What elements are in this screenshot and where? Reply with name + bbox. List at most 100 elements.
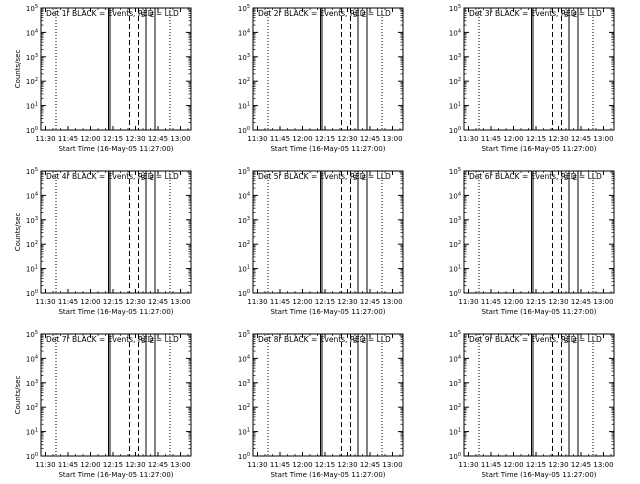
x-tick-label: 13:00 — [593, 461, 613, 469]
y-tick-label: 100 — [26, 289, 38, 298]
x-tick-label: 12:00 — [80, 298, 100, 306]
x-tick-label: 13:00 — [170, 298, 190, 306]
panel-title: Det 7r BLACK = Events, RED = LLD — [46, 335, 179, 344]
x-axis-label: Start Time (16-May-05 11:27:00) — [58, 471, 173, 479]
y-tick-label: 104 — [238, 354, 250, 363]
marker-label: E — [573, 337, 577, 345]
x-tick-label: 12:30 — [337, 298, 357, 306]
y-tick-label: 101 — [26, 102, 38, 111]
x-tick-label: 13:00 — [170, 461, 190, 469]
x-tick-label: 11:30 — [35, 461, 55, 469]
x-tick-label: 11:30 — [35, 135, 55, 143]
x-tick-label: 11:30 — [35, 298, 55, 306]
x-tick-label: 11:30 — [247, 461, 267, 469]
plot-frame — [40, 7, 192, 131]
x-tick-label: 11:30 — [458, 298, 478, 306]
x-tick-label: 13:00 — [382, 135, 402, 143]
marker-label: E — [362, 337, 366, 345]
x-tick-label: 13:00 — [170, 135, 190, 143]
x-tick-label: 12:45 — [571, 135, 591, 143]
x-tick-label: 12:45 — [360, 461, 380, 469]
panel-title: Det 1r BLACK = Events, RED = LLD — [46, 9, 179, 18]
y-tick-label: 104 — [238, 28, 250, 37]
y-tick-label: 105 — [26, 167, 38, 176]
x-tick-label: 12:45 — [148, 461, 168, 469]
plot-frame — [40, 170, 192, 294]
y-tick-label: 103 — [449, 53, 461, 62]
y-tick-label: 102 — [238, 403, 250, 412]
y-tick-label: 101 — [238, 102, 250, 111]
x-tick-label: 11:45 — [58, 135, 78, 143]
marker-label: S — [353, 337, 358, 345]
x-tick-label: 12:15 — [315, 135, 335, 143]
x-tick-label: 12:15 — [103, 461, 123, 469]
x-tick-label: 11:45 — [481, 461, 501, 469]
y-tick-label: 101 — [449, 265, 461, 274]
x-tick-label: 12:45 — [571, 461, 591, 469]
x-tick-label: 12:45 — [571, 298, 591, 306]
y-tick-label: 103 — [238, 379, 250, 388]
marker-label: E — [573, 11, 577, 19]
x-tick-label: 12:30 — [548, 461, 568, 469]
x-axis-label: Start Time (16-May-05 11:27:00) — [270, 145, 385, 153]
panel-title: Det 4r BLACK = Events, RED = LLD — [46, 172, 179, 181]
y-tick-label: 105 — [449, 4, 461, 13]
x-axis-label: Start Time (16-May-05 11:27:00) — [481, 471, 596, 479]
y-tick-label: 100 — [449, 452, 461, 461]
panel-title: Det 8r BLACK = Events, RED = LLD — [258, 335, 391, 344]
y-tick-label: 102 — [238, 240, 250, 249]
y-tick-label: 105 — [26, 330, 38, 339]
y-tick-label: 104 — [238, 191, 250, 200]
x-tick-label: 12:15 — [526, 298, 546, 306]
x-tick-label: 12:00 — [292, 461, 312, 469]
x-tick-label: 11:30 — [247, 135, 267, 143]
marker-label: E — [150, 174, 154, 182]
y-tick-label: 104 — [449, 191, 461, 200]
x-tick-label: 11:45 — [481, 298, 501, 306]
x-tick-label: 11:30 — [458, 135, 478, 143]
plot-frame — [463, 7, 615, 131]
y-tick-label: 104 — [26, 28, 38, 37]
y-tick-label: 100 — [238, 452, 250, 461]
panel-title: Det 9r BLACK = Events, RED = LLD — [469, 335, 602, 344]
y-tick-label: 102 — [449, 77, 461, 86]
marker-label: S — [141, 337, 146, 345]
y-tick-label: 100 — [238, 289, 250, 298]
x-axis-label: Start Time (16-May-05 11:27:00) — [481, 308, 596, 316]
y-tick-label: 102 — [26, 240, 38, 249]
x-tick-label: 12:30 — [125, 461, 145, 469]
y-tick-label: 105 — [238, 167, 250, 176]
marker-label: S — [353, 174, 358, 182]
x-tick-label: 12:00 — [503, 298, 523, 306]
marker-label: E — [150, 337, 154, 345]
marker-label: S — [564, 11, 569, 19]
x-tick-label: 12:45 — [148, 298, 168, 306]
y-tick-label: 103 — [449, 379, 461, 388]
y-tick-label: 103 — [238, 53, 250, 62]
x-tick-label: 12:00 — [80, 461, 100, 469]
plot-frame — [463, 170, 615, 294]
x-tick-label: 12:15 — [103, 298, 123, 306]
marker-label: E — [150, 11, 154, 19]
y-tick-label: 100 — [26, 126, 38, 135]
y-tick-label: 105 — [449, 167, 461, 176]
y-tick-label: 103 — [26, 216, 38, 225]
panel-title: Det 6r BLACK = Events, RED = LLD — [469, 172, 602, 181]
x-axis-label: Start Time (16-May-05 11:27:00) — [58, 308, 173, 316]
x-tick-label: 12:00 — [292, 135, 312, 143]
y-tick-label: 105 — [238, 4, 250, 13]
marker-label: E — [573, 174, 577, 182]
marker-label: S — [564, 337, 569, 345]
y-tick-label: 103 — [238, 216, 250, 225]
panel-title: Det 3r BLACK = Events, RED = LLD — [469, 9, 602, 18]
plot-frame — [252, 7, 404, 131]
y-tick-label: 105 — [26, 4, 38, 13]
x-tick-label: 12:15 — [315, 298, 335, 306]
x-tick-label: 12:30 — [125, 135, 145, 143]
x-tick-label: 11:45 — [270, 461, 290, 469]
